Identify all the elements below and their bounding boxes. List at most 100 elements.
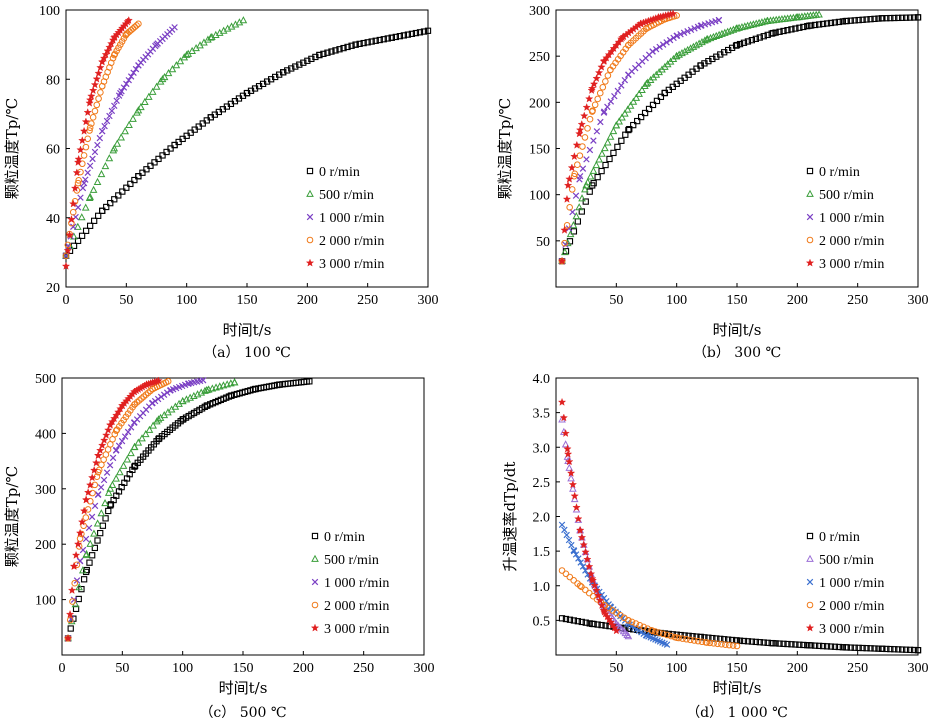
series-marker — [105, 507, 112, 515]
series-marker — [752, 35, 759, 42]
series-marker — [582, 619, 589, 626]
series-marker — [164, 69, 173, 77]
series-marker — [82, 549, 91, 558]
series-marker — [99, 522, 107, 529]
panel-caption: （b） 300 ℃ — [693, 345, 781, 361]
series-marker — [597, 601, 607, 609]
series-marker — [626, 125, 633, 133]
series-marker — [568, 541, 575, 549]
series-marker — [632, 620, 640, 627]
series-marker — [78, 136, 87, 145]
series-marker — [784, 640, 791, 648]
series-marker — [89, 114, 97, 121]
series-marker — [67, 586, 77, 594]
series-marker — [626, 625, 633, 632]
data-point — [80, 179, 88, 187]
data-point — [76, 535, 84, 542]
series-marker — [145, 425, 154, 433]
series-marker — [82, 535, 90, 543]
x-tick-label: 200 — [297, 293, 318, 308]
series-marker — [77, 194, 84, 201]
series-marker — [563, 221, 571, 229]
series-marker — [906, 14, 914, 21]
series-marker — [606, 132, 615, 140]
series-marker — [566, 616, 574, 623]
series-marker — [113, 139, 122, 147]
data-point — [61, 261, 71, 270]
data-point — [563, 449, 573, 458]
legend-marker — [806, 213, 814, 221]
y-axis-label: 升温速率dTp/dt — [501, 462, 519, 572]
y-tick-label: 0.5 — [533, 614, 551, 629]
series-marker — [566, 573, 574, 581]
series-marker — [732, 24, 741, 32]
legend-marker — [806, 601, 814, 609]
series-marker — [586, 569, 596, 578]
series-marker — [352, 41, 359, 48]
series-marker — [594, 95, 601, 103]
x-tick-label: 50 — [609, 661, 623, 676]
series-marker — [839, 18, 847, 25]
series-marker — [589, 592, 597, 600]
series-marker — [702, 639, 710, 646]
series-marker — [659, 41, 667, 48]
series-marker — [592, 586, 601, 594]
series-marker — [156, 77, 165, 85]
series-marker — [561, 526, 568, 534]
series-marker — [800, 23, 807, 31]
series-marker — [76, 145, 85, 154]
series-marker — [88, 513, 96, 521]
data-point — [558, 567, 566, 574]
series-marker — [715, 30, 723, 38]
series-marker — [800, 641, 807, 649]
series-marker — [887, 14, 894, 22]
series-marker — [113, 97, 120, 104]
series-marker — [595, 596, 605, 604]
series-marker — [576, 176, 583, 183]
series-marker — [75, 177, 82, 184]
series-marker — [597, 62, 606, 71]
series-marker — [364, 39, 371, 46]
series-marker — [597, 118, 604, 126]
series-marker — [104, 425, 113, 434]
series-marker — [565, 536, 573, 544]
series-marker — [579, 143, 586, 150]
series-marker — [687, 26, 695, 34]
series-marker — [104, 488, 113, 496]
series-marker — [235, 18, 244, 26]
series-marker — [582, 103, 591, 111]
series-marker — [772, 640, 779, 647]
series-marker — [77, 213, 86, 221]
series-marker — [899, 646, 906, 653]
series-marker — [138, 434, 146, 442]
series-marker — [695, 39, 703, 47]
series-marker — [176, 57, 185, 65]
series-3000-rpm — [61, 16, 133, 270]
series-marker — [412, 29, 420, 37]
series-marker — [72, 605, 80, 612]
series-marker — [855, 16, 862, 24]
series-marker — [839, 644, 847, 651]
series-marker — [103, 469, 111, 476]
series-marker — [585, 94, 594, 103]
series-marker — [152, 377, 161, 385]
series-marker — [760, 33, 767, 40]
series-marker — [79, 566, 87, 574]
series-marker — [575, 129, 584, 138]
series-marker — [92, 458, 101, 467]
series-marker — [162, 379, 170, 386]
series-marker — [590, 620, 597, 628]
series-marker — [96, 63, 105, 72]
series-marker — [684, 28, 691, 35]
series-500-rpm — [62, 16, 248, 259]
series-marker — [121, 127, 129, 135]
series-marker — [84, 506, 92, 513]
series-marker — [703, 34, 712, 43]
legend-marker — [806, 189, 814, 197]
data-point — [82, 568, 90, 576]
series-marker — [384, 35, 391, 42]
series-marker — [78, 232, 86, 239]
legend-label: 2 000 r/min — [319, 234, 384, 249]
series-marker — [82, 176, 89, 183]
series-marker — [581, 185, 589, 193]
